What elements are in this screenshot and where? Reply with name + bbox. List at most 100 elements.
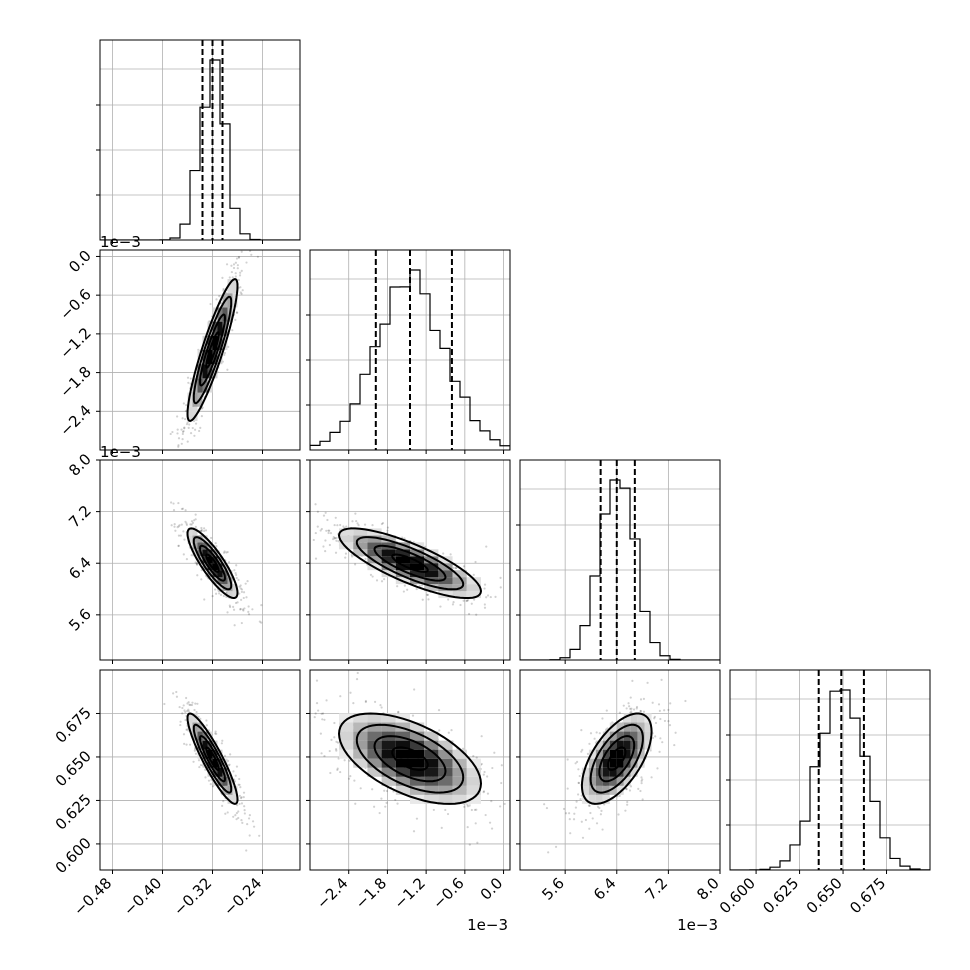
sample-point (649, 749, 652, 752)
sample-point (236, 601, 239, 604)
contour-3 (355, 536, 465, 591)
sample-point (244, 582, 247, 585)
density-cell (367, 758, 382, 768)
density-cell (595, 758, 603, 768)
sample-point (221, 276, 224, 280)
sample-point (240, 590, 244, 594)
sample-point (232, 263, 236, 266)
y-tick-label: 5.6 (65, 605, 95, 635)
sample-point (316, 525, 319, 528)
sample-point (324, 511, 327, 514)
density-cell (367, 549, 382, 557)
sample-point (224, 812, 227, 815)
sample-point (385, 789, 389, 793)
sample-point (584, 818, 588, 822)
sample-point (350, 553, 353, 557)
sample-point (659, 717, 662, 721)
sample-point (383, 578, 386, 581)
density-cell (353, 749, 368, 759)
sample-point (243, 607, 246, 610)
sample-point (511, 808, 513, 810)
sample-point (446, 812, 450, 816)
panel-1-0: −2.4−1.8−1.2−0.6 0.0 1e−3 (56, 233, 301, 500)
sample-point (359, 787, 362, 790)
sample-point (221, 739, 224, 742)
y-tick-label: 6.4 (65, 553, 95, 583)
sample-point (465, 599, 469, 602)
sample-point (314, 531, 317, 535)
sample-point (482, 773, 485, 776)
sample-point (189, 432, 193, 435)
sample-point (240, 598, 243, 601)
sample-point (232, 266, 236, 270)
sample-point (236, 804, 239, 807)
sample-point (371, 788, 374, 791)
density-cell (609, 767, 617, 777)
sample-point (447, 598, 450, 601)
contour-4 (186, 527, 239, 599)
density-cell (339, 528, 354, 536)
sample-point (241, 608, 245, 611)
sample-point (639, 698, 643, 701)
sample-point (232, 770, 235, 773)
density-cell (452, 591, 467, 599)
sample-point (222, 799, 225, 803)
density-cell (602, 731, 610, 741)
sample-point (667, 708, 670, 712)
sample-point (182, 402, 185, 405)
density-cell (438, 785, 453, 795)
sample-point (184, 718, 187, 722)
sample-point (397, 710, 400, 713)
sample-point (203, 527, 206, 530)
sample-point (475, 613, 478, 616)
sample-point (653, 715, 656, 718)
sample-point (354, 563, 357, 566)
sample-point (228, 604, 231, 607)
sample-point (625, 787, 628, 790)
sample-point (580, 729, 583, 732)
sample-point (598, 732, 601, 735)
sample-point (452, 601, 455, 604)
sample-point (626, 800, 629, 804)
sample-point (396, 802, 399, 805)
sample-point (526, 820, 528, 822)
panel-frame (729, 669, 931, 871)
sample-point (577, 781, 581, 785)
sample-point (271, 715, 273, 717)
sample-point (215, 298, 218, 301)
sample-point (196, 574, 199, 577)
histogram-3 (730, 689, 930, 870)
sample-point (598, 806, 601, 810)
sample-point (251, 608, 254, 611)
sample-point (198, 429, 201, 433)
density-cell (381, 535, 396, 543)
sample-point (474, 822, 477, 825)
sample-point (242, 596, 245, 600)
sample-point (589, 732, 593, 735)
sample-point (200, 526, 203, 530)
density-cell (424, 749, 439, 759)
sample-point (334, 551, 338, 554)
sample-point (186, 376, 190, 379)
sample-point (215, 545, 218, 548)
density-cell (353, 713, 368, 723)
contour-4 (186, 712, 239, 805)
panel-3-3: 0.600 0.625 0.650 0.675 (716, 669, 931, 917)
sample-point (698, 642, 700, 644)
density-cell (395, 731, 410, 741)
sample-point (178, 705, 181, 709)
density-cell (410, 749, 425, 759)
sample-point (187, 708, 190, 711)
sample-point (462, 747, 465, 750)
sample-point (186, 498, 188, 500)
density-cell (452, 749, 467, 759)
density-cell (616, 776, 624, 786)
density-cell (232, 279, 238, 294)
sample-point (176, 415, 179, 418)
sample-point (183, 427, 186, 430)
sample-point (186, 421, 189, 424)
sample-point (349, 775, 352, 778)
sample-point (183, 742, 186, 745)
sample-point (163, 702, 166, 706)
